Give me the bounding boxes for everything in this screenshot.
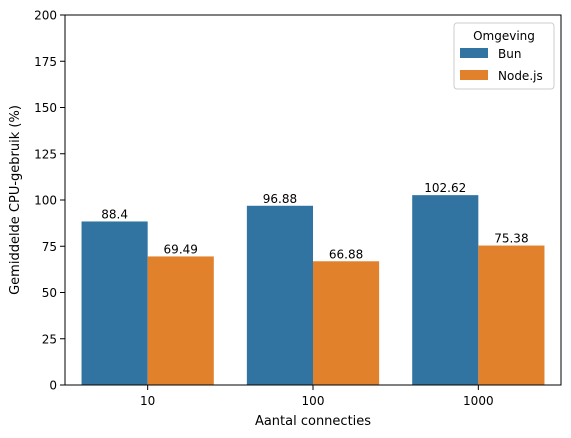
bar-bun-10 — [81, 221, 148, 385]
y-tick-label: 125 — [34, 147, 57, 161]
legend-items: Bun Node.js — [460, 47, 543, 83]
bar-labels-layer: 88.4 69.49 96.88 66.88 102.62 75.38 — [101, 181, 528, 261]
bar-value-label: 75.38 — [494, 232, 528, 246]
y-axis: 0 25 50 75 100 125 150 175 200 — [34, 9, 65, 393]
bar-node-js-1000 — [478, 245, 545, 385]
legend-swatch — [460, 48, 488, 58]
x-tick-label: 10 — [140, 394, 155, 408]
bar-bun-1000 — [412, 195, 479, 385]
bar-value-label: 69.49 — [164, 242, 198, 256]
bar-value-label: 102.62 — [424, 181, 466, 195]
y-tick-label: 150 — [34, 101, 57, 115]
bar-value-label: 66.88 — [329, 247, 363, 261]
y-axis-label: Gemiddelde CPU-gebruik (%) — [8, 105, 23, 295]
x-tick-label: 1000 — [463, 394, 494, 408]
y-tick-label: 75 — [42, 240, 57, 254]
x-tick-label: 100 — [302, 394, 325, 408]
legend-label: Node.js — [498, 69, 543, 83]
plot-frame — [64, 14, 562, 386]
y-tick-label: 200 — [34, 9, 57, 23]
bar-node-js-10 — [147, 256, 214, 385]
bars-layer — [81, 195, 545, 385]
legend-swatch — [460, 70, 488, 80]
legend: Omgeving Bun Node.js — [453, 22, 555, 90]
y-tick-label: 50 — [42, 286, 57, 300]
legend-label: Bun — [498, 47, 521, 61]
x-axis-label: Aantal connecties — [255, 414, 371, 429]
x-axis: 10 100 1000 — [140, 385, 494, 408]
bar-node-js-100 — [313, 261, 380, 385]
legend-title: Omgeving — [473, 29, 535, 43]
bar-value-label: 88.4 — [101, 207, 128, 221]
y-tick-label: 175 — [34, 55, 57, 69]
bar-value-label: 96.88 — [263, 192, 297, 206]
y-tick-label: 25 — [42, 332, 57, 346]
bar-bun-100 — [246, 205, 313, 385]
y-tick-label: 100 — [34, 194, 57, 208]
y-tick-label: 0 — [49, 379, 57, 393]
